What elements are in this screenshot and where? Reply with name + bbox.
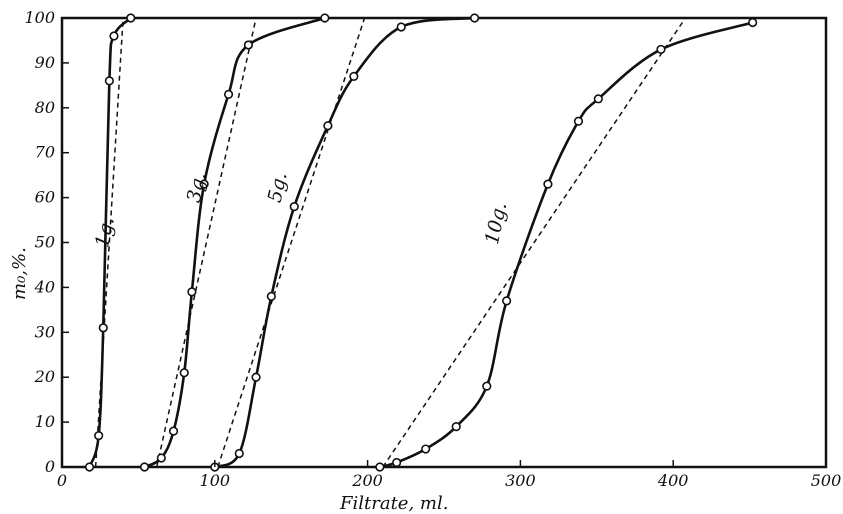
data-point-1g [84,462,95,472]
tangent-line-3g [156,17,257,468]
y-tick-label: 10 [35,412,55,431]
data-point-5g [266,291,276,301]
series-curve-10g [379,21,754,469]
x-tick-label: 100 [200,471,231,490]
y-tick-label: 40 [34,277,55,296]
series-curves [88,16,754,469]
data-point-1g [126,13,136,23]
y-tick-label: 90 [35,53,55,72]
data-point-1g [94,430,104,441]
x-tick-label: 400 [657,471,689,490]
data-point-10g [593,94,603,104]
data-point-3g [168,426,179,436]
y-tick-label: 0 [45,457,55,476]
data-point-1g [109,31,119,41]
data-point-1g [98,323,108,333]
data-point-1g [104,76,114,86]
y-tick-label: 70 [35,143,55,162]
data-point-10g [656,44,666,55]
series-curve-5g [214,16,475,469]
tangent-lines [94,17,687,468]
data-point-5g [234,448,244,459]
y-tick-label: 30 [35,322,55,341]
y-tick-label: 60 [35,188,55,207]
data-point-5g [251,372,261,382]
tangent-line-10g [382,17,687,468]
x-tick-label: 300 [505,471,536,490]
data-point-10g [573,116,584,126]
data-point-3g [243,40,254,50]
data-point-5g [349,71,359,81]
data-point-10g [392,457,402,468]
data-point-10g [748,17,758,28]
data-point-10g [482,381,492,391]
data-point-3g [320,13,330,23]
x-tick-label: 500 [811,471,842,490]
data-point-5g [323,121,333,131]
data-point-3g [187,287,197,297]
series-label-3g: 3g. [183,170,211,204]
series-label-1g: 1g. [91,215,119,249]
data-point-10g [375,462,385,472]
data-point-3g [199,179,209,189]
data-point-10g [451,421,461,432]
data-point-5g [289,201,299,212]
data-point-3g [179,368,189,378]
series-curve-3g [143,16,326,469]
axis-ticks: 0 100 200 300 400 500 0 10 20 30 40 50 60 70 80 90 100 [24,8,841,490]
series-label-10g: 10g. [481,200,511,246]
data-point-10g [421,444,431,454]
series-label-5g: 5g. [264,170,292,204]
y-tick-label: 20 [34,367,55,386]
data-points [84,13,758,472]
y-tick-label: 50 [35,233,55,252]
x-axis-title: Filtrate, ml. [339,493,448,514]
plot-area [60,16,828,469]
data-point-3g [139,462,150,472]
tangent-line-5g [217,17,366,468]
data-point-5g [469,13,480,23]
x-tick-label: 200 [351,471,383,490]
data-point-10g [502,296,512,306]
plot-frame [60,16,828,469]
data-point-10g [543,179,553,189]
y-tick-label: 80 [35,98,55,117]
data-point-3g [223,89,234,99]
x-tick-label: 0 [57,471,67,490]
data-point-3g [156,453,166,463]
y-axis-title: m₀,%. [9,247,30,300]
y-tick-label: 100 [24,8,55,27]
data-point-5g [396,22,406,32]
